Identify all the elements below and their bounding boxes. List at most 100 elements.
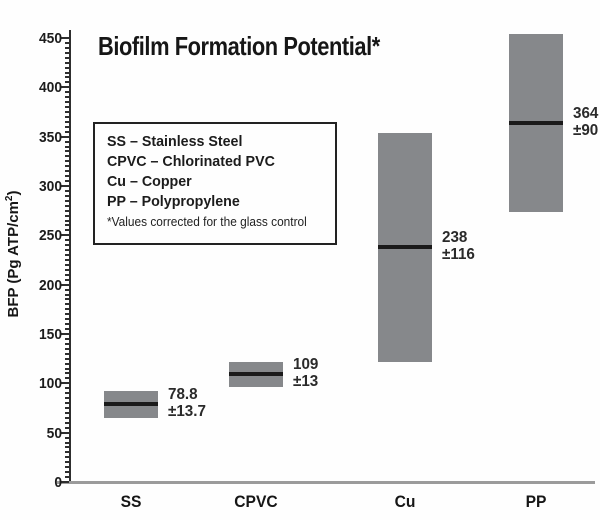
y-minor-tick xyxy=(65,254,69,257)
y-minor-tick xyxy=(65,323,69,326)
y-minor-tick xyxy=(65,209,69,212)
y-axis-title-text: BFP (Pg ATP/cm xyxy=(5,201,22,318)
y-tick-label: 150 xyxy=(38,326,62,343)
x-category-label-SS: SS xyxy=(120,492,142,511)
y-minor-tick xyxy=(65,150,69,153)
y-minor-tick xyxy=(65,76,69,79)
y-minor-tick xyxy=(65,91,69,94)
x-axis-baseline xyxy=(57,481,595,484)
y-minor-tick xyxy=(65,56,69,59)
y-minor-tick xyxy=(65,145,69,148)
y-minor-tick xyxy=(65,229,69,232)
y-minor-tick xyxy=(65,194,69,197)
y-minor-tick xyxy=(65,471,69,474)
y-minor-tick xyxy=(65,140,69,143)
y-minor-tick xyxy=(65,249,69,252)
y-minor-tick xyxy=(65,372,69,375)
y-minor-tick xyxy=(65,411,69,414)
y-tick-label: 450 xyxy=(38,30,62,47)
y-minor-tick xyxy=(65,461,69,464)
y-minor-tick xyxy=(65,397,69,400)
y-minor-tick xyxy=(65,347,69,350)
legend-item-ss: SS – Stainless Steel xyxy=(107,133,243,150)
y-tick-label: 400 xyxy=(38,79,62,97)
y-tick-label: 100 xyxy=(38,375,62,393)
mean-line-PP xyxy=(509,120,563,125)
y-minor-tick xyxy=(65,259,69,261)
y-minor-tick xyxy=(65,278,69,281)
y-minor-tick xyxy=(65,130,69,133)
y-minor-tick xyxy=(65,446,69,449)
mean-line-CPVC xyxy=(229,372,283,377)
y-minor-tick xyxy=(65,214,69,217)
y-minor-tick xyxy=(65,125,69,128)
y-minor-tick xyxy=(65,204,69,207)
y-minor-tick xyxy=(65,66,69,69)
y-minor-tick xyxy=(65,352,69,355)
y-minor-tick xyxy=(65,120,69,123)
y-minor-tick xyxy=(65,436,69,439)
y-minor-tick xyxy=(65,377,69,380)
y-major-tick xyxy=(60,333,69,335)
y-minor-tick xyxy=(65,268,69,271)
value-label-Cu: 238 ±116 xyxy=(442,229,475,264)
y-minor-tick xyxy=(65,111,69,113)
y-minor-tick xyxy=(65,416,69,419)
y-tick-label: 300 xyxy=(38,178,62,195)
y-minor-tick xyxy=(65,263,69,266)
mean-line-SS xyxy=(104,402,158,407)
y-minor-tick xyxy=(65,293,69,296)
y-minor-tick xyxy=(65,392,69,395)
y-minor-tick xyxy=(65,180,69,183)
y-minor-tick xyxy=(65,239,69,242)
value-label-PP: 364 ±90 xyxy=(573,104,599,139)
y-major-tick xyxy=(60,234,69,237)
legend-footnote: *Values corrected for the glass control xyxy=(107,215,307,229)
y-major-tick xyxy=(60,283,69,286)
chart-title: Biofilm Formation Potential* xyxy=(98,31,380,61)
y-major-tick xyxy=(60,135,69,138)
y-minor-tick xyxy=(65,189,69,192)
y-major-tick xyxy=(60,382,69,385)
y-minor-tick xyxy=(65,219,69,222)
y-minor-tick xyxy=(65,288,69,291)
y-minor-tick xyxy=(65,328,69,331)
y-minor-tick xyxy=(65,476,69,479)
y-minor-tick xyxy=(65,441,69,444)
y-minor-tick xyxy=(65,451,69,454)
y-minor-tick xyxy=(65,357,69,360)
y-minor-tick xyxy=(65,308,69,311)
y-minor-tick xyxy=(65,61,69,64)
y-minor-tick xyxy=(65,71,69,74)
y-major-tick xyxy=(60,37,69,39)
y-axis-title-superscript: 2 xyxy=(4,195,15,202)
y-minor-tick xyxy=(65,155,69,158)
y-minor-tick xyxy=(65,101,69,104)
y-axis-title-suffix: ) xyxy=(5,190,22,196)
y-major-tick xyxy=(60,481,69,483)
y-major-tick xyxy=(60,431,69,434)
y-major-tick xyxy=(60,185,69,187)
y-minor-tick xyxy=(65,115,69,118)
y-tick-label: 250 xyxy=(38,227,62,245)
y-major-tick xyxy=(60,86,69,89)
y-minor-tick xyxy=(65,46,69,49)
legend-item-cu: Cu – Copper xyxy=(107,173,192,190)
value-label-SS: 78.8 ±13.7 xyxy=(168,386,206,421)
y-minor-tick xyxy=(65,199,69,202)
x-category-label-CPVC: CPVC xyxy=(234,492,278,511)
legend-item-pp: PP – Polypropylene xyxy=(107,193,240,210)
y-minor-tick xyxy=(65,298,69,301)
y-minor-tick xyxy=(65,421,69,424)
x-category-label-Cu: Cu xyxy=(394,492,416,511)
y-tick-label: 50 xyxy=(46,424,62,442)
y-tick-label: 350 xyxy=(38,128,62,146)
y-minor-tick xyxy=(65,313,69,316)
y-minor-tick xyxy=(65,96,69,99)
y-axis-line xyxy=(69,30,71,483)
y-minor-tick xyxy=(65,175,69,178)
y-tick-label: 200 xyxy=(38,276,62,294)
y-minor-tick xyxy=(65,337,69,340)
legend-box: SS – Stainless Steel CPVC – Chlorinated … xyxy=(93,122,337,245)
